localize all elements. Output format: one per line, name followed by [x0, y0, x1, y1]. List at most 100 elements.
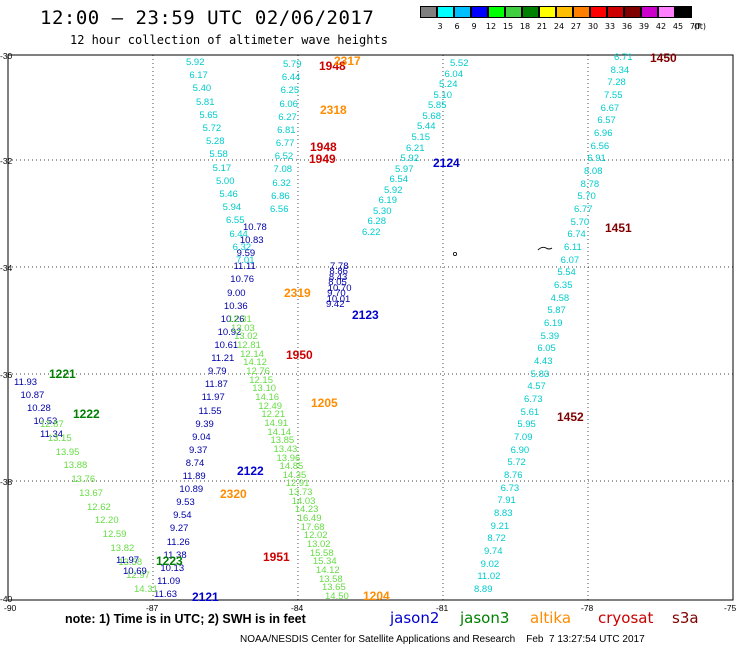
wave-height-value: 11.34 [40, 429, 64, 440]
wave-height-value: 9.37 [188, 444, 208, 456]
pass-id-label: 1948 [310, 140, 337, 154]
wave-height-value: 6.05 [537, 343, 556, 355]
wave-height-value: 6.35 [554, 280, 573, 291]
wave-height-value: 11.63 [154, 589, 178, 600]
wave-height-value: 10.53 [33, 416, 58, 427]
color-scale-tick: 21 [536, 22, 548, 31]
wave-height-value: 6.44 [229, 228, 248, 240]
wave-height-value: 14.16 [255, 391, 280, 403]
color-scale-swatch [420, 6, 437, 18]
wave-height-value: 12.15 [249, 374, 273, 386]
legend-cryosat: cryosat [598, 609, 654, 627]
wave-height-value: 5.17 [212, 162, 232, 174]
wave-height-value: 6.77 [574, 204, 593, 215]
wave-height-value: 7.28 [607, 77, 626, 89]
wave-height-value: 6.91 [587, 153, 606, 165]
wave-height-value: 9.02 [480, 558, 500, 570]
pass-id-label: 2318 [320, 103, 347, 117]
wave-height-value: 10.61 [214, 339, 239, 351]
wave-height-value: 10.01 [326, 293, 351, 305]
island-marker [452, 251, 457, 256]
wave-height-value: 13.43 [273, 443, 298, 455]
legend-jason3: jason3 [460, 609, 510, 627]
wave-height-value: 14.12 [315, 565, 340, 577]
wave-height-value: 9.00 [227, 287, 246, 299]
pass-id-label: 1951 [263, 550, 290, 564]
wave-height-value: 7.78 [330, 261, 349, 272]
wave-height-value: 6.22 [362, 227, 381, 238]
wave-height-value: 13.15 [47, 432, 72, 444]
wave-height-value: 11.97 [201, 392, 225, 404]
wave-height-value: 5.61 [520, 406, 540, 418]
color-scale-tick: 33 [604, 22, 616, 31]
wave-height-value: 5.92 [400, 153, 420, 165]
wave-height-value: 6.27 [278, 111, 297, 123]
pass-id-label: 1950 [286, 348, 313, 362]
wave-height-value: 7.55 [604, 90, 623, 101]
pass-id-label: 2320 [220, 487, 247, 501]
wave-height-value: 13.02 [306, 539, 331, 551]
longitude-tick-label: -84 [291, 603, 304, 613]
wave-height-value: 13.03 [231, 322, 255, 334]
wave-height-value: 12.97 [126, 570, 150, 582]
color-scale-swatch [505, 6, 522, 18]
color-scale-unit: (ft) [693, 22, 707, 31]
wave-height-value: 11.55 [198, 405, 222, 417]
latitude-tick-label: -30 [0, 51, 13, 61]
longitude-tick-label: -90 [4, 603, 17, 613]
wave-height-value: 10.70 [327, 282, 352, 294]
wave-height-value: 10.26 [220, 313, 245, 325]
wave-height-value: 9.39 [195, 418, 214, 430]
wave-height-value: 8.05 [328, 277, 347, 289]
legend-altika: altika [530, 609, 572, 627]
color-scale-swatch [488, 6, 505, 18]
wave-height-value: 6.81 [277, 124, 296, 136]
wave-height-value: 6.25 [280, 85, 300, 97]
pass-id-label: 1948 [319, 59, 346, 73]
wave-height-value: 5.54 [557, 267, 576, 279]
latitude-tick-label: -38 [0, 477, 13, 487]
wave-height-value: 5.65 [199, 109, 218, 121]
wave-height-value: 5.81 [196, 96, 215, 108]
wave-height-value: 5.94 [222, 202, 242, 214]
wave-height-value: 8.34 [610, 64, 630, 76]
color-scale-tick: 12 [485, 22, 497, 31]
wave-height-value: 9.27 [169, 523, 189, 535]
wave-height-value: 12.81 [237, 339, 261, 351]
wave-height-value: 9.04 [192, 431, 211, 443]
legend-s3a: s3a [672, 609, 699, 627]
wave-height-value: 12.87 [40, 419, 64, 430]
wave-height-value: 5.72 [202, 123, 222, 134]
wave-height-value: 12.76 [246, 365, 270, 377]
wave-height-value: 12.59 [102, 529, 127, 540]
wave-height-value: 5.95 [517, 419, 536, 431]
wave-height-value: 6.73 [500, 482, 520, 494]
color-scale-swatch [471, 6, 488, 18]
wave-height-value: 6.96 [594, 128, 613, 139]
wave-height-value: 14.23 [294, 504, 319, 516]
wave-height-value: 10.89 [179, 484, 204, 496]
pass-id-label: 2123 [352, 308, 379, 322]
wave-height-value: 11.21 [211, 353, 235, 365]
pass-id-label: 2121 [192, 590, 219, 604]
wave-height-value: 6.77 [275, 138, 295, 150]
wave-height-value: 9.74 [484, 546, 503, 557]
wave-height-value: 9.21 [490, 520, 510, 532]
legend-jason2: jason2 [390, 609, 440, 627]
pass-id-label: 1949 [309, 152, 336, 166]
wave-height-value: 5.40 [192, 83, 212, 95]
wave-height-value: 9.54 [173, 510, 192, 522]
wave-height-value: 5.92 [384, 184, 403, 196]
color-scale-swatch [454, 6, 471, 18]
wave-height-value: 5.46 [219, 189, 238, 200]
pass-id-label: 1223 [156, 554, 183, 568]
latitude-tick-label: -32 [0, 156, 13, 166]
wave-height-value: 6.32 [272, 177, 291, 189]
color-scale-swatch [607, 6, 624, 18]
color-scale-swatch [522, 6, 539, 18]
color-scale-tick: 36 [621, 22, 633, 31]
pass-id-label: 2124 [433, 156, 460, 170]
wave-height-value: 8.89 [474, 584, 493, 595]
color-scale-tick: 30 [587, 22, 599, 31]
